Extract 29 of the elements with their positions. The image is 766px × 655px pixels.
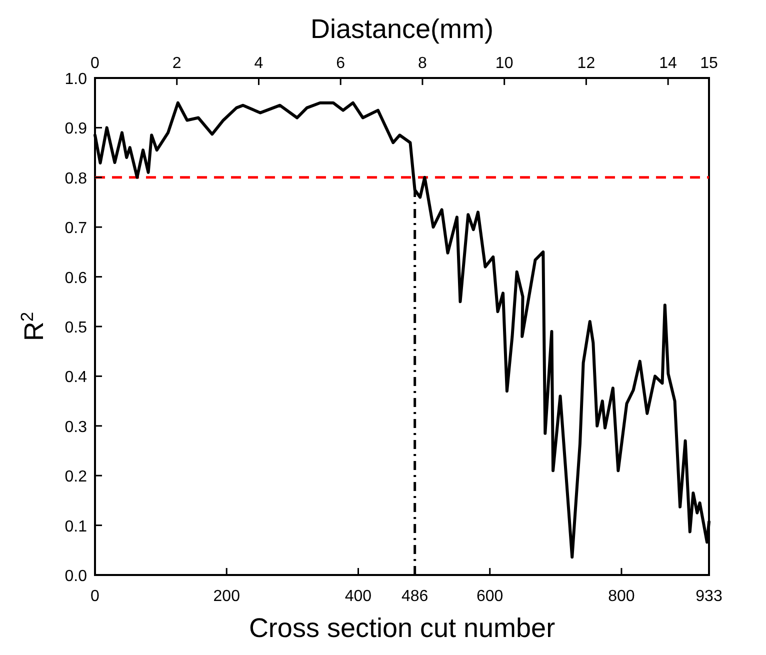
y-tick-label: 0.7 <box>64 220 88 238</box>
y-tick-label: 0.9 <box>64 120 88 138</box>
x2-tick-label: 14 <box>659 55 678 72</box>
x2-tick-label: 8 <box>418 55 428 72</box>
x-tick-label: 0 <box>90 588 100 605</box>
x2-tick-label: 12 <box>577 55 596 72</box>
x2-tick-label: 2 <box>172 55 182 72</box>
x-tick-label: 200 <box>213 588 240 605</box>
y-tick-label: 0.8 <box>64 170 88 188</box>
y-tick-label: 0.6 <box>64 270 88 287</box>
x2-tick-label: 0 <box>90 55 100 72</box>
x2-tick-label: 15 <box>700 55 718 72</box>
y-tick-label: 0.2 <box>64 468 88 486</box>
x-tick-label: 600 <box>476 588 504 605</box>
x2-tick-label: 6 <box>336 55 346 72</box>
x2-tick-label: 10 <box>495 55 514 72</box>
y-tick-label: 0.5 <box>64 320 88 336</box>
y-tick-label: 0.1 <box>64 518 88 536</box>
y-tick-label: 1.0 <box>64 71 88 88</box>
x-tick-label: 933 <box>696 588 722 605</box>
y-tick-label: 0.4 <box>64 369 88 386</box>
y-tick-label: 0.3 <box>64 418 88 436</box>
x-axis-title: Cross section cut number <box>248 613 556 643</box>
x-tick-label: 486 <box>401 588 428 605</box>
x-tick-label: 400 <box>344 588 372 605</box>
x2-axis-title: Diastance(mm) <box>310 14 494 44</box>
y-tick-label: 0.0 <box>64 568 88 585</box>
x-tick-label: 800 <box>608 588 635 605</box>
x2-tick-label: 4 <box>254 55 264 72</box>
